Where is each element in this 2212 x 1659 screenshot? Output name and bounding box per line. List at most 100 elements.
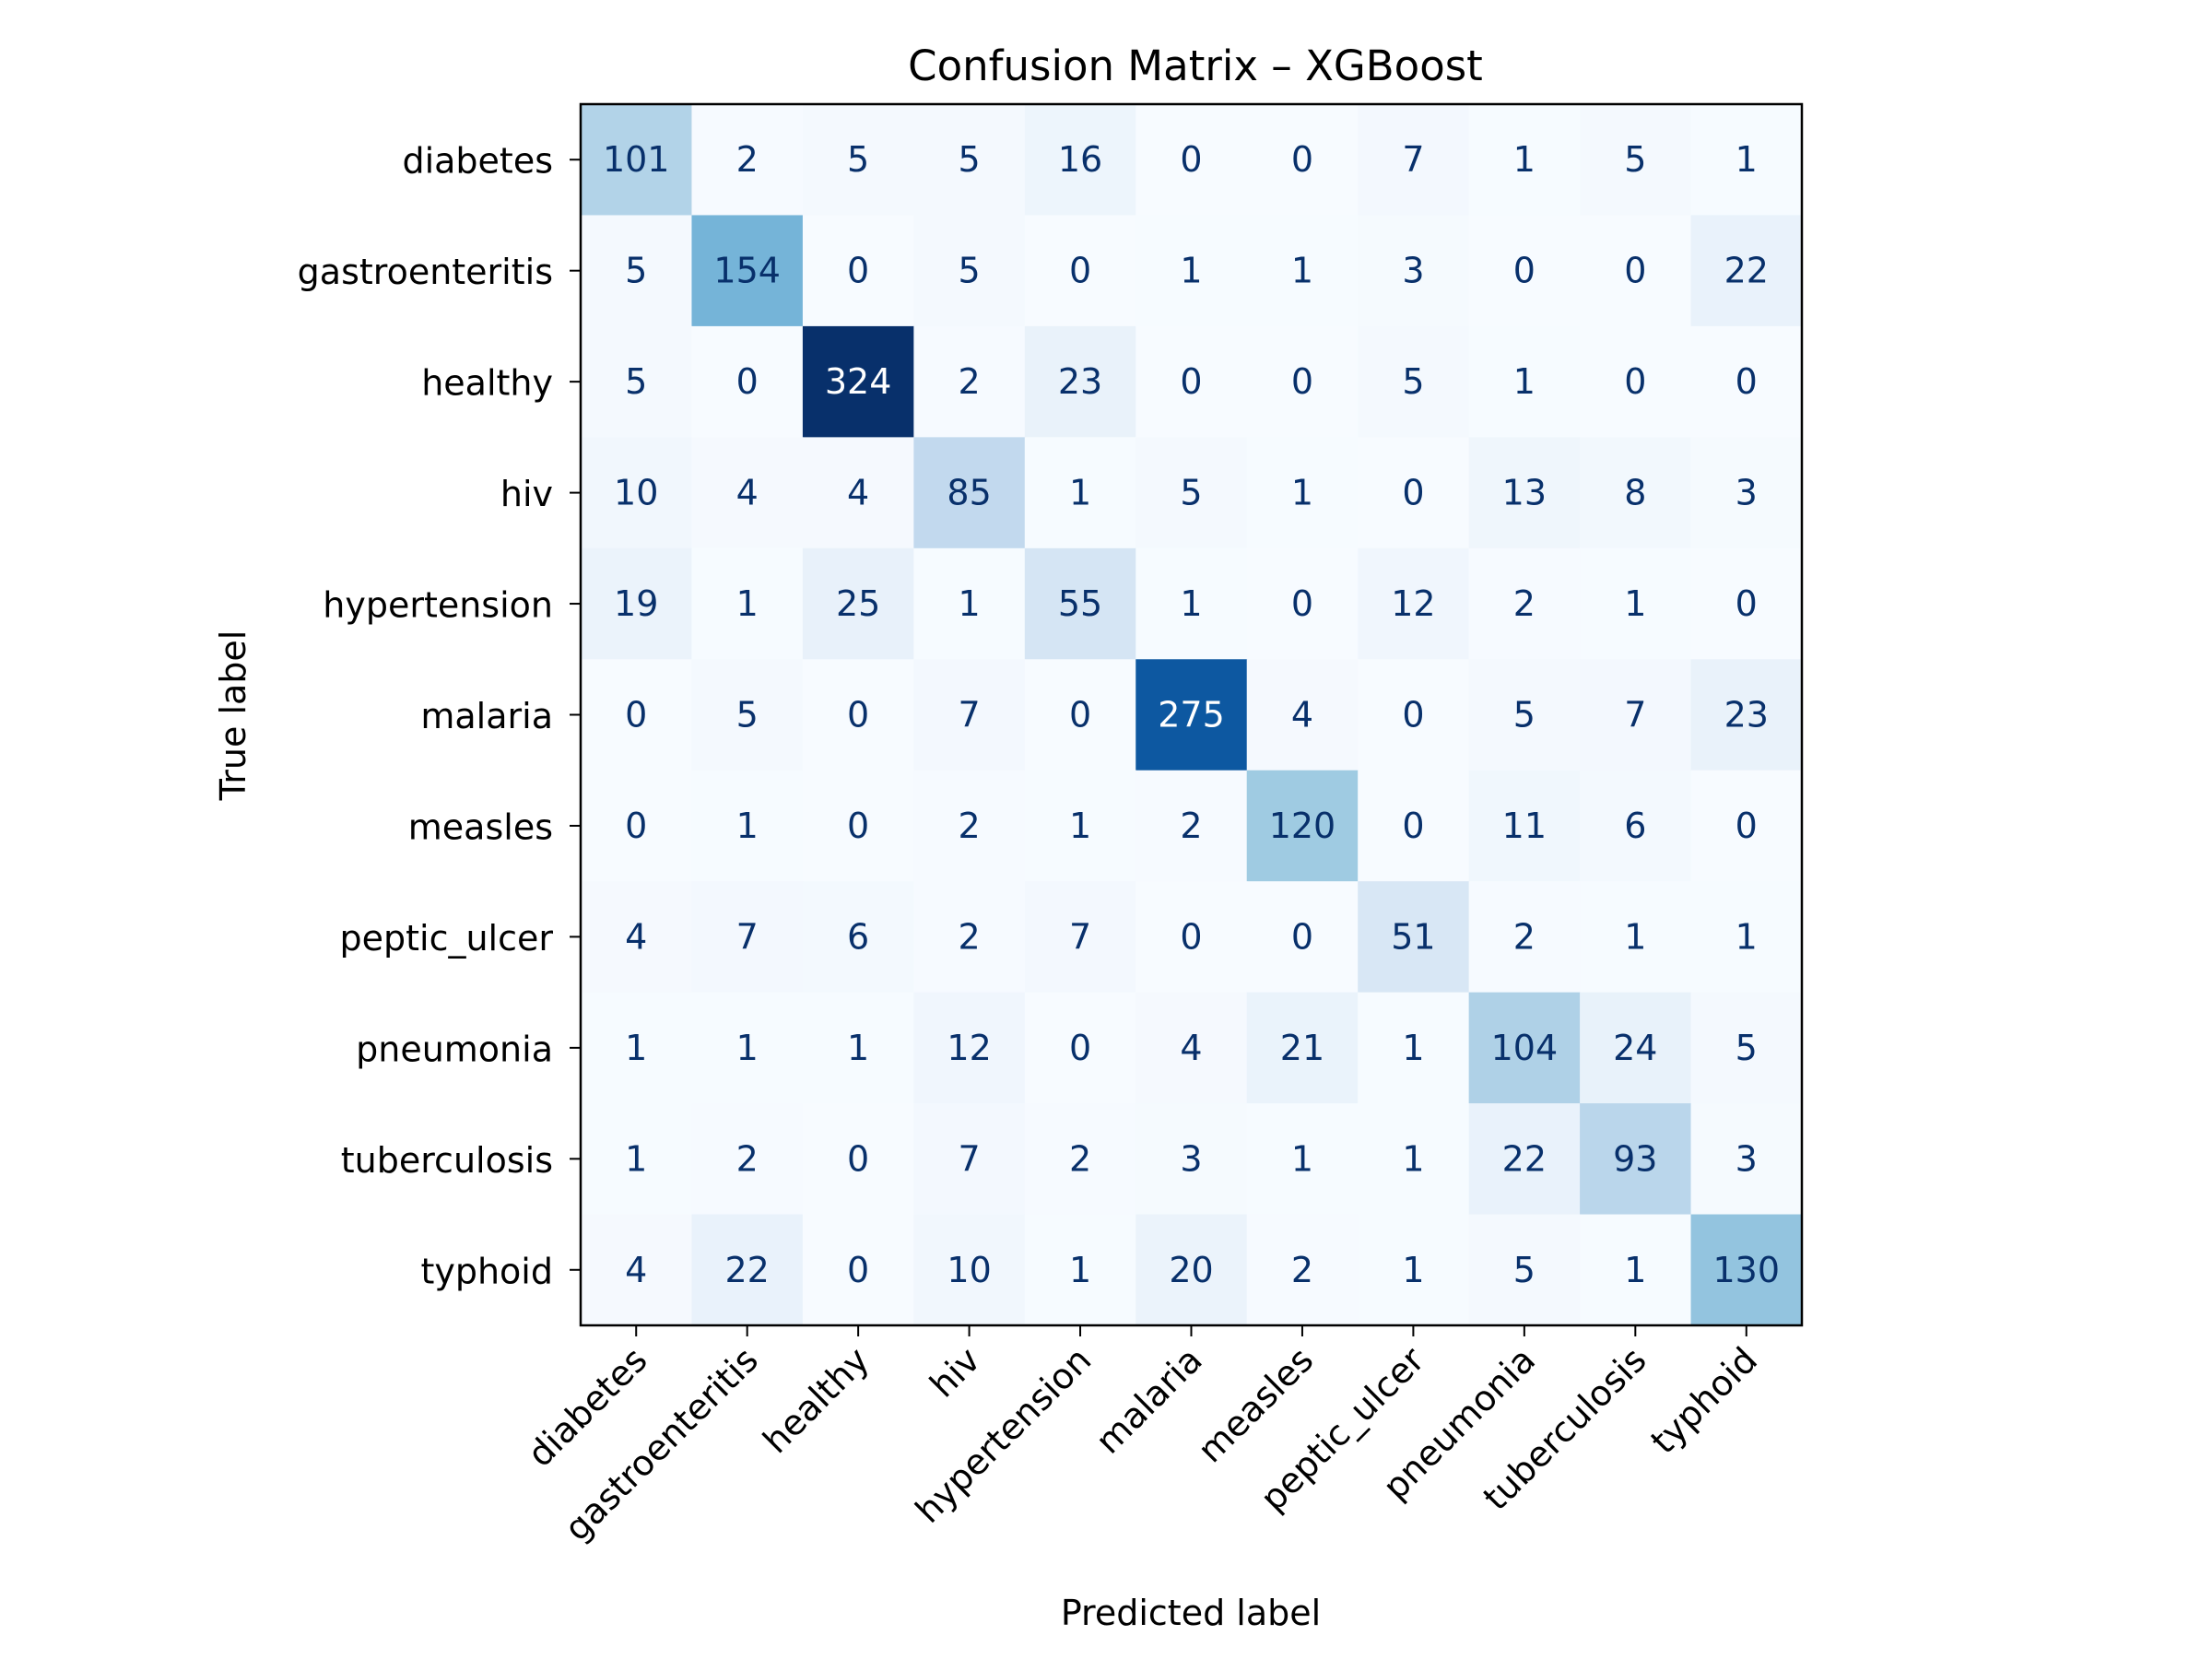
heatmap-cell xyxy=(691,881,804,994)
heatmap-cell xyxy=(1246,1103,1359,1216)
cell-value-label: 7 xyxy=(958,1138,980,1179)
cell-value-label: 10 xyxy=(947,1250,991,1290)
heatmap-cell xyxy=(1246,1214,1359,1326)
cell-value-label: 4 xyxy=(1291,695,1313,735)
cell-value-label: 1 xyxy=(958,583,980,624)
cell-value-label: 5 xyxy=(1735,1028,1758,1068)
cell-value-label: 5 xyxy=(1402,361,1424,402)
cell-value-label: 4 xyxy=(847,473,869,513)
heatmap-cell xyxy=(1690,1214,1803,1326)
heatmap-cell xyxy=(1246,437,1359,549)
cell-value-label: 0 xyxy=(847,695,869,735)
heatmap-cell xyxy=(913,881,1026,994)
cell-value-label: 22 xyxy=(1724,251,1769,291)
cell-value-label: 7 xyxy=(736,916,759,957)
heatmap-cell xyxy=(1024,1214,1136,1326)
heatmap-cell xyxy=(802,881,914,994)
cell-value-label: 2 xyxy=(1513,583,1535,624)
cell-value-label: 0 xyxy=(1624,361,1646,402)
cell-value-label: 1 xyxy=(1180,583,1202,624)
heatmap-cell xyxy=(1135,770,1248,882)
heatmap-cell xyxy=(1690,547,1803,660)
cell-value-label: 5 xyxy=(625,361,647,402)
cell-value-label: 1 xyxy=(1624,1250,1646,1290)
heatmap-cell xyxy=(1024,104,1136,217)
heatmap-cell xyxy=(1580,659,1692,771)
cell-value-label: 11 xyxy=(1502,806,1547,846)
heatmap-cell xyxy=(1246,104,1359,217)
cell-value-label: 120 xyxy=(1269,806,1336,846)
heatmap-cell xyxy=(1135,104,1248,217)
cell-value-label: 0 xyxy=(1402,473,1424,513)
heatmap-cell xyxy=(1024,215,1136,327)
heatmap-cell xyxy=(1024,770,1136,882)
cell-value-label: 0 xyxy=(1069,695,1091,735)
cell-value-label: 1 xyxy=(1735,916,1758,957)
heatmap-cell xyxy=(1468,1214,1581,1326)
heatmap-cell xyxy=(1580,881,1692,994)
heatmap-cell xyxy=(913,437,1026,549)
cell-value-label: 19 xyxy=(614,583,658,624)
cell-value-label: 5 xyxy=(847,139,869,180)
heatmap-cell xyxy=(1690,437,1803,549)
heatmap-cell xyxy=(1468,437,1581,549)
y-tick-label: hypertension xyxy=(323,585,553,626)
heatmap-cell xyxy=(1246,881,1359,994)
heatmap-cell xyxy=(1690,659,1803,771)
heatmap-cell xyxy=(1468,325,1581,438)
heatmap-cell xyxy=(1358,659,1470,771)
cell-value-label: 0 xyxy=(847,1138,869,1179)
cell-value-label: 0 xyxy=(625,695,647,735)
cell-value-label: 23 xyxy=(1058,361,1102,402)
heatmap-cell xyxy=(802,1103,914,1216)
cell-value-label: 93 xyxy=(1613,1138,1657,1179)
cell-value-label: 3 xyxy=(1735,1138,1758,1179)
heatmap-cell xyxy=(1246,770,1359,882)
heatmap-cell xyxy=(1358,547,1470,660)
heatmap-cell xyxy=(913,659,1026,771)
cell-value-label: 22 xyxy=(725,1250,770,1290)
heatmap-cell xyxy=(1358,215,1470,327)
heatmap-cell xyxy=(802,547,914,660)
cell-value-label: 1 xyxy=(736,583,759,624)
heatmap-cell xyxy=(1358,325,1470,438)
cell-value-label: 0 xyxy=(1513,251,1535,291)
heatmap-cell xyxy=(1246,325,1359,438)
heatmap-cell xyxy=(1135,437,1248,549)
cell-value-label: 1 xyxy=(1624,583,1646,624)
cell-value-label: 12 xyxy=(1391,583,1435,624)
heatmap-cell xyxy=(1358,1103,1470,1216)
heatmap-cell xyxy=(802,325,914,438)
heatmap-cell xyxy=(1135,215,1248,327)
heatmap-cell xyxy=(1246,659,1359,771)
heatmap-cell xyxy=(691,992,804,1104)
heatmap-cell xyxy=(802,437,914,549)
heatmap-cell xyxy=(581,992,693,1104)
heatmap-cell xyxy=(691,770,804,882)
heatmap-cell xyxy=(1135,325,1248,438)
cell-value-label: 22 xyxy=(1502,1138,1547,1179)
cell-value-label: 3 xyxy=(1180,1138,1202,1179)
cell-value-label: 1 xyxy=(1513,139,1535,180)
heatmap-cell xyxy=(1135,1103,1248,1216)
heatmap-cell xyxy=(691,104,804,217)
heatmap-cell xyxy=(1580,1103,1692,1216)
cell-value-label: 101 xyxy=(603,139,670,180)
cell-value-label: 0 xyxy=(1069,1028,1091,1068)
heatmap-cell xyxy=(1690,770,1803,882)
heatmap-cell xyxy=(802,992,914,1104)
cell-value-label: 0 xyxy=(1291,139,1313,180)
cell-value-label: 0 xyxy=(847,1250,869,1290)
heatmap-cell xyxy=(1690,104,1803,217)
cell-value-label: 0 xyxy=(1735,583,1758,624)
cell-value-label: 154 xyxy=(713,251,781,291)
heatmap-cell xyxy=(1580,437,1692,549)
heatmap-cell xyxy=(581,1214,693,1326)
cell-value-label: 1 xyxy=(1513,361,1535,402)
heatmap-cell xyxy=(1024,437,1136,549)
y-axis-ticks: diabetes gastroenteritis healthy hiv hyperte… xyxy=(298,141,581,1291)
heatmap-cell xyxy=(913,770,1026,882)
heatmap-cell xyxy=(1580,215,1692,327)
heatmap-cell xyxy=(1135,881,1248,994)
